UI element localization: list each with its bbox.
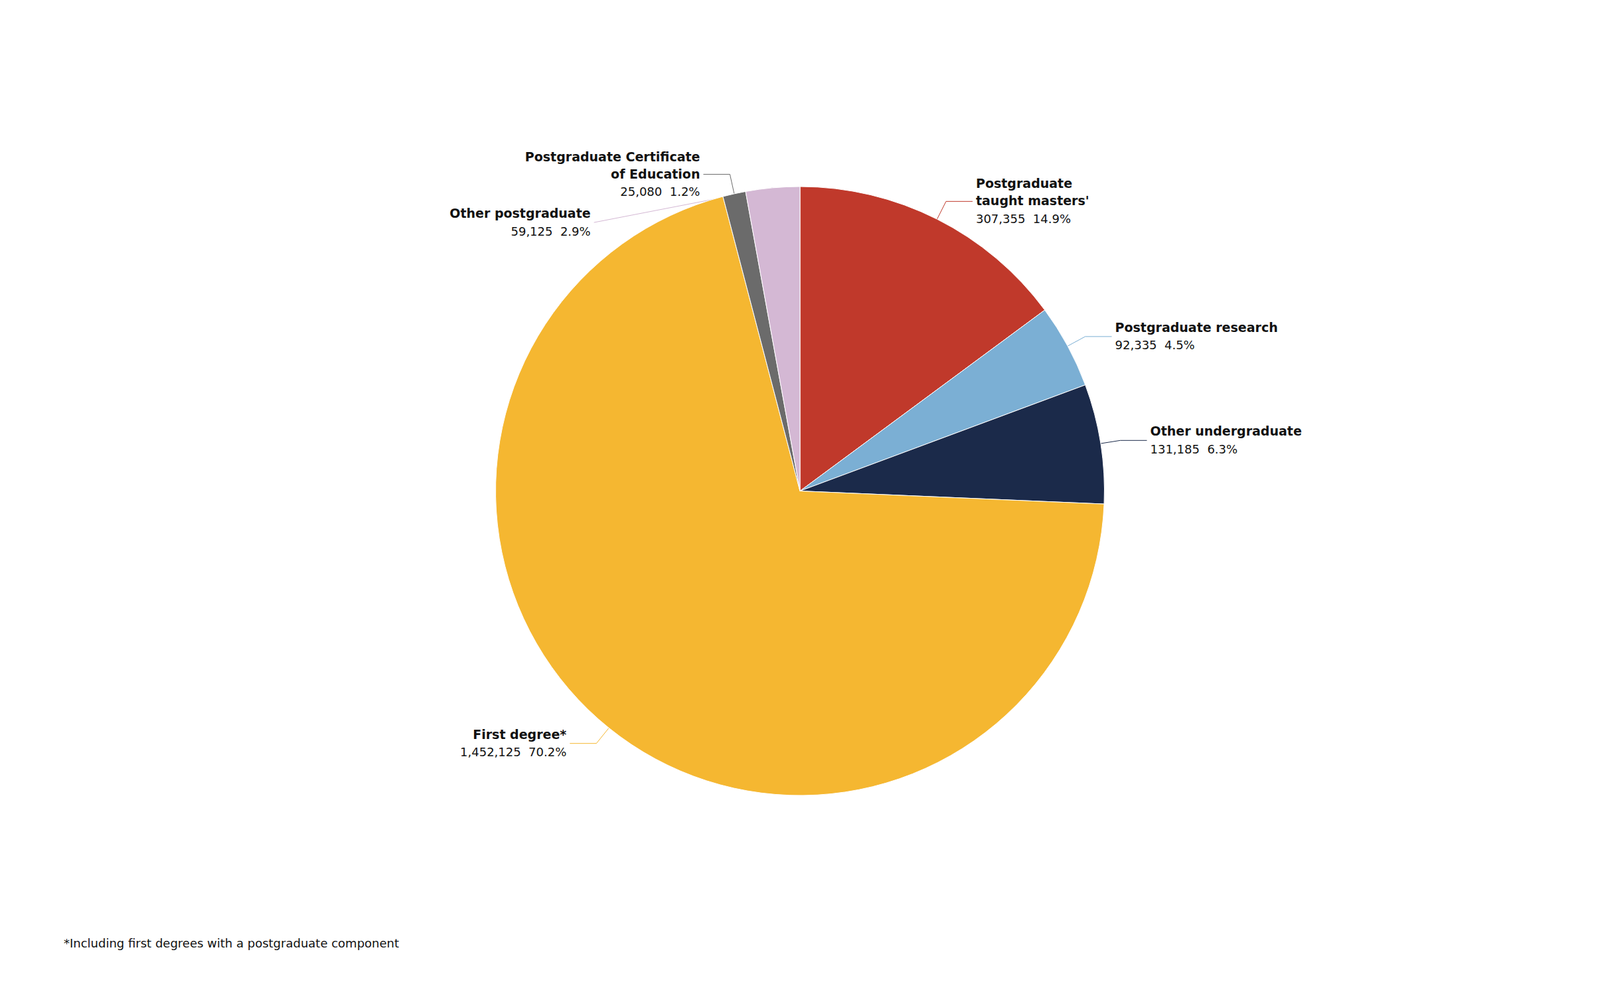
svg-text:25,080 1.2%: 25,080 1.2%	[620, 184, 700, 199]
svg-text:Postgraduate: Postgraduate	[975, 175, 1073, 191]
svg-text:307,355 14.9%: 307,355 14.9%	[975, 211, 1071, 226]
svg-text:Other undergraduate: Other undergraduate	[1150, 423, 1302, 439]
svg-text:*Including first degrees with: *Including first degrees with a postgrad…	[63, 936, 400, 951]
svg-text:of Education: of Education	[610, 166, 700, 182]
svg-text:131,185 6.3%: 131,185 6.3%	[1150, 442, 1239, 457]
svg-text:Postgraduate research: Postgraduate research	[1115, 320, 1279, 335]
svg-text:1,452,125 70.2%: 1,452,125 70.2%	[460, 744, 567, 759]
svg-text:Postgraduate Certificate: Postgraduate Certificate	[525, 149, 701, 164]
svg-text:First degree*: First degree*	[472, 726, 567, 742]
svg-text:59,125 2.9%: 59,125 2.9%	[510, 224, 591, 239]
svg-text:Other postgraduate: Other postgraduate	[449, 205, 591, 221]
svg-text:92,335 4.5%: 92,335 4.5%	[1115, 337, 1196, 352]
svg-text:taught masters': taught masters'	[975, 193, 1090, 208]
